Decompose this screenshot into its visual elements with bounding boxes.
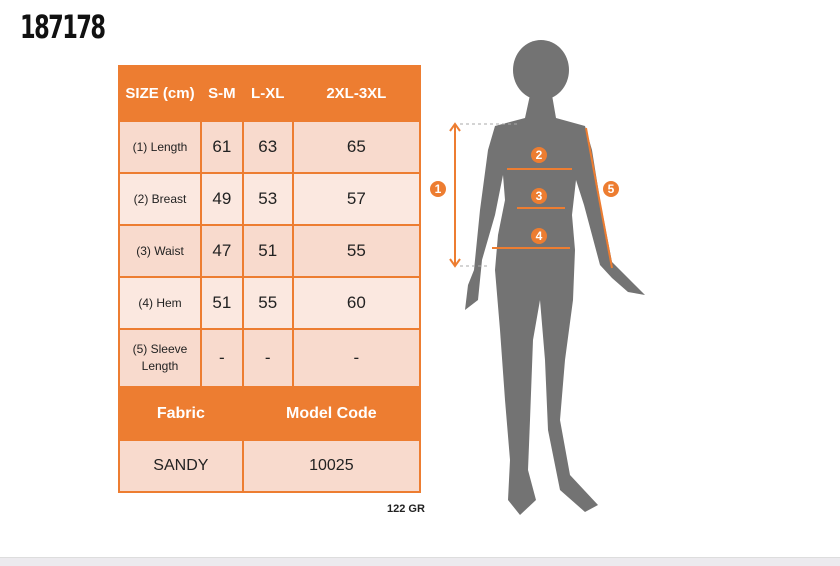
cell: 55 <box>241 276 294 330</box>
table-row: (1) Length 61 63 65 <box>118 120 422 174</box>
cell: 55 <box>291 224 422 278</box>
marker-5: 5 <box>608 182 615 196</box>
table-row: (3) Waist 47 51 55 <box>118 224 422 278</box>
fabric-label: Fabric <box>118 386 244 441</box>
cell: 63 <box>241 120 294 174</box>
header-2xl-3xl: 2XL-3XL <box>291 65 422 122</box>
size-table: SIZE (cm) S-M L-XL 2XL-3XL (1) Length 61 6… <box>118 65 422 493</box>
cell: - <box>200 328 244 388</box>
cell: 60 <box>291 276 422 330</box>
cell: 61 <box>200 120 244 174</box>
row-label: (4) Hem <box>118 276 202 330</box>
cell: 65 <box>291 120 422 174</box>
product-code: 187178 <box>20 8 106 46</box>
cell: 51 <box>241 224 294 278</box>
model-code-label: Model Code <box>241 386 422 441</box>
table-row: (2) Breast 49 53 57 <box>118 172 422 226</box>
cell: 49 <box>200 172 244 226</box>
table-header: SIZE (cm) S-M L-XL 2XL-3XL <box>118 65 422 122</box>
marker-3: 3 <box>536 189 543 203</box>
row-label: (1) Length <box>118 120 202 174</box>
silhouette <box>465 40 645 515</box>
marker-2: 2 <box>536 148 543 162</box>
table-row: (5) Sleeve Length - - - <box>118 328 422 388</box>
measure-arrows <box>449 122 613 269</box>
cell: 47 <box>200 224 244 278</box>
cell: - <box>241 328 294 388</box>
row-label: (3) Waist <box>118 224 202 278</box>
cell: 51 <box>200 276 244 330</box>
cell: 53 <box>241 172 294 226</box>
fabric-value: SANDY <box>118 439 244 493</box>
model-code-value: 10025 <box>241 439 422 493</box>
table-row: (4) Hem 51 55 60 <box>118 276 422 330</box>
weight-label: 122 GR <box>387 503 425 515</box>
header-s-m: S-M <box>200 65 244 122</box>
row-label: (2) Breast <box>118 172 202 226</box>
marker-4: 4 <box>536 229 543 243</box>
header-l-xl: L-XL <box>241 65 294 122</box>
bottom-strip <box>0 557 840 566</box>
row-label: (5) Sleeve Length <box>118 328 202 388</box>
marker-1: 1 <box>435 182 442 196</box>
cell: 57 <box>291 172 422 226</box>
header-size: SIZE (cm) <box>118 65 202 122</box>
cell: - <box>291 328 422 388</box>
